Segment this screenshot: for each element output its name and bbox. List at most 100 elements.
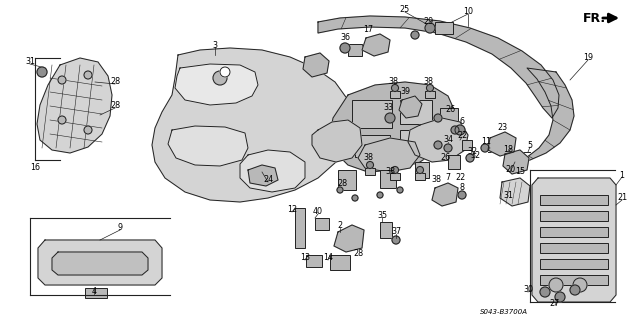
Bar [415, 162, 429, 178]
Bar [348, 44, 362, 56]
Text: 37: 37 [391, 228, 401, 236]
Bar [440, 108, 458, 143]
Circle shape [458, 191, 466, 199]
Circle shape [434, 141, 442, 149]
Text: 18: 18 [503, 146, 513, 155]
Text: 39: 39 [400, 87, 410, 97]
Circle shape [570, 285, 580, 295]
Bar [462, 140, 472, 150]
Circle shape [340, 43, 350, 53]
Text: 38: 38 [423, 77, 433, 86]
Text: 28: 28 [110, 101, 120, 110]
Polygon shape [303, 53, 329, 77]
Polygon shape [334, 225, 364, 252]
Bar [425, 91, 435, 98]
Bar [415, 173, 425, 180]
Text: 3: 3 [213, 41, 218, 50]
Circle shape [391, 84, 399, 92]
Polygon shape [248, 165, 278, 186]
Polygon shape [432, 183, 458, 206]
Text: 8: 8 [459, 183, 464, 193]
Text: 28: 28 [353, 250, 363, 259]
Bar [365, 168, 375, 175]
Circle shape [427, 84, 433, 92]
Bar [540, 259, 608, 269]
Polygon shape [168, 126, 248, 166]
Circle shape [377, 192, 383, 198]
Bar [540, 227, 608, 237]
Text: 32: 32 [470, 150, 480, 159]
Text: 2: 2 [338, 221, 343, 230]
Bar [435, 22, 453, 34]
Text: 30: 30 [523, 285, 533, 294]
Circle shape [397, 187, 403, 193]
Text: 13: 13 [300, 253, 310, 262]
Circle shape [481, 144, 489, 152]
Text: 38: 38 [431, 175, 441, 185]
Bar [390, 173, 400, 180]
Circle shape [425, 23, 435, 33]
Bar [85, 288, 107, 298]
Text: 25: 25 [400, 5, 410, 14]
Polygon shape [362, 34, 390, 56]
Polygon shape [175, 64, 258, 105]
Circle shape [555, 292, 565, 302]
Circle shape [213, 71, 227, 85]
Circle shape [434, 114, 442, 122]
Circle shape [451, 126, 459, 134]
Text: 32: 32 [467, 148, 477, 156]
Polygon shape [399, 96, 422, 118]
Polygon shape [38, 240, 162, 285]
Circle shape [352, 195, 358, 201]
Bar [352, 100, 392, 128]
Text: 7: 7 [445, 173, 451, 182]
Polygon shape [312, 120, 362, 162]
Polygon shape [358, 138, 420, 172]
Bar [355, 135, 390, 157]
Text: 15: 15 [515, 167, 525, 177]
Circle shape [58, 116, 66, 124]
Circle shape [37, 67, 47, 77]
Text: 38: 38 [388, 77, 398, 86]
Bar [315, 218, 329, 230]
Text: 6: 6 [459, 117, 464, 126]
Text: 21: 21 [617, 194, 627, 203]
Polygon shape [532, 178, 616, 302]
Bar [380, 170, 396, 188]
Text: 34: 34 [443, 135, 453, 145]
Bar [306, 255, 322, 267]
Circle shape [466, 154, 474, 162]
Text: 28: 28 [110, 77, 120, 86]
Polygon shape [408, 118, 468, 162]
Polygon shape [488, 132, 516, 156]
Bar [540, 211, 608, 221]
Text: 38: 38 [363, 154, 373, 163]
Text: 22: 22 [455, 173, 465, 182]
Bar [400, 100, 432, 124]
Circle shape [444, 144, 452, 152]
Text: 20: 20 [505, 165, 515, 174]
Bar [540, 195, 608, 205]
Polygon shape [510, 68, 574, 165]
Circle shape [84, 126, 92, 134]
Polygon shape [52, 252, 148, 275]
Circle shape [540, 287, 550, 297]
Text: 16: 16 [30, 164, 40, 172]
Text: 33: 33 [383, 103, 393, 113]
Text: 31: 31 [503, 190, 513, 199]
Text: 24: 24 [263, 175, 273, 185]
Text: 27: 27 [550, 299, 560, 308]
Bar [338, 170, 356, 190]
Polygon shape [503, 150, 529, 174]
Circle shape [573, 278, 587, 292]
Text: 23: 23 [497, 124, 507, 132]
Text: 22: 22 [457, 131, 467, 140]
Polygon shape [318, 16, 559, 118]
Circle shape [84, 71, 92, 79]
Polygon shape [330, 82, 455, 172]
Bar [540, 243, 608, 253]
Text: 1: 1 [620, 171, 625, 180]
Text: 19: 19 [583, 53, 593, 62]
Circle shape [411, 31, 419, 39]
Bar [390, 91, 400, 98]
